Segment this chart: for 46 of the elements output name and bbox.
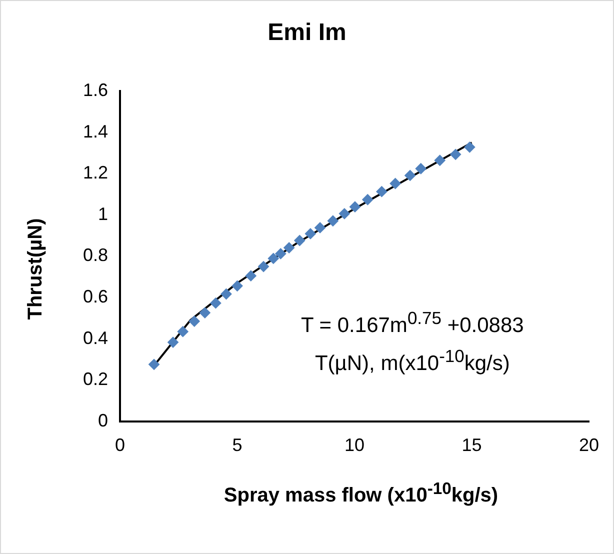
point — [284, 242, 295, 254]
y-tick-label: 0.6 — [82, 286, 108, 306]
x-tick-label: 20 — [578, 435, 600, 456]
point — [349, 201, 360, 212]
point — [434, 154, 446, 166]
y-tick-label: 0 — [98, 410, 108, 430]
point — [450, 148, 462, 160]
x-tick-label: 0 — [115, 435, 126, 456]
point — [464, 142, 476, 153]
annotation: T = 0.167m$^{0.75}$ +0.0883 — [301, 308, 524, 337]
y-tick-label: 0.8 — [82, 245, 108, 266]
point — [245, 270, 256, 282]
x-tick-label: 5 — [232, 435, 242, 456]
point — [294, 235, 306, 246]
point — [177, 326, 188, 338]
point — [390, 178, 401, 190]
y-tick-label: 0.4 — [82, 328, 108, 348]
point — [338, 208, 350, 220]
y-tick-label: 1.2 — [82, 162, 108, 183]
point — [220, 288, 232, 300]
y-tick-label: 0.2 — [82, 369, 108, 390]
point — [188, 316, 200, 327]
point — [258, 261, 270, 272]
chart-title: Emi Im — [266, 19, 348, 47]
point — [168, 336, 179, 348]
y-tick-label: 1.4 — [82, 121, 108, 142]
point — [404, 170, 416, 181]
point — [362, 194, 374, 206]
point — [327, 215, 338, 226]
y-tick-label: 1.6 — [82, 80, 108, 100]
x-tick-label: 10 — [344, 435, 365, 456]
point — [275, 248, 286, 260]
annotation: T(µN), m(x10$^{-10}$kg/s) — [314, 346, 510, 375]
point — [148, 358, 160, 370]
x-tick-label: 15 — [462, 435, 482, 456]
point — [376, 186, 388, 198]
point — [415, 163, 426, 174]
x-axis-title: Spray mass flow (x10$^{-10}$kg/s) — [222, 479, 500, 508]
y-axis-title: Thrust(µN) — [24, 218, 48, 320]
point — [314, 222, 326, 234]
point — [304, 228, 316, 240]
y-tick-label: 1 — [98, 204, 108, 224]
point — [232, 280, 243, 292]
point — [268, 252, 279, 264]
point — [210, 298, 222, 309]
point — [199, 307, 210, 318]
